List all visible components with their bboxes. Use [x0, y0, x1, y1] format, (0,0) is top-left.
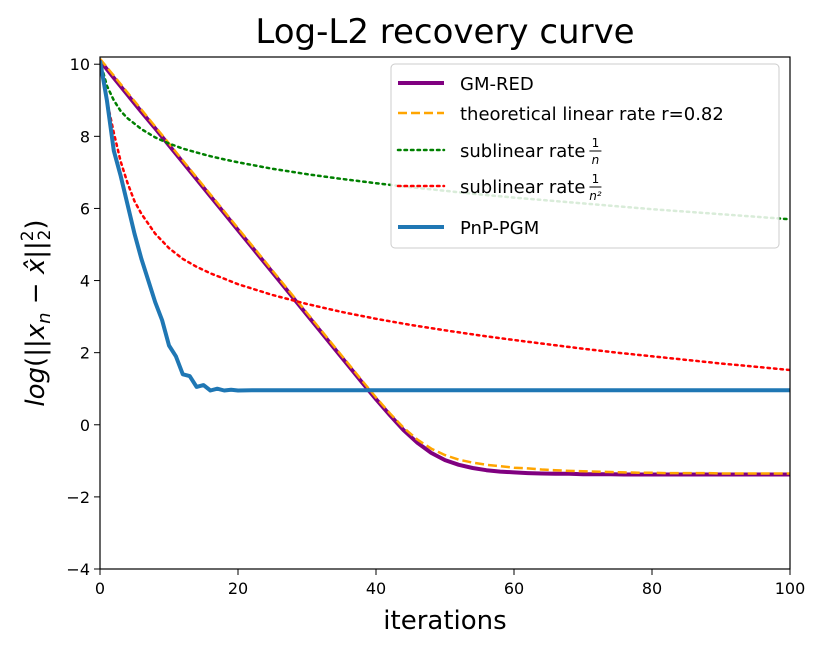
legend-label: PnP-PGM: [460, 218, 539, 239]
x-tick-label: 40: [366, 579, 386, 598]
chart-title: Log-L2 recovery curve: [255, 12, 634, 52]
y-tick-label: 8: [80, 127, 90, 146]
legend-fraction-numerator: 1: [592, 172, 600, 186]
x-tick-label: 0: [95, 579, 105, 598]
x-axis: 0 20 40 60 80 100: [95, 569, 805, 598]
series-line-sublinear-rate-1-n-2: [100, 59, 790, 372]
y-tick-label: −2: [66, 488, 90, 507]
x-tick-label: 100: [775, 579, 806, 598]
legend: GM-RED theoretical linear rate r=0.82 subl…: [390, 63, 780, 249]
y-axis-label: log(||xn − x̂||22): [18, 219, 55, 406]
x-axis-label: iterations: [383, 606, 506, 636]
y-tick-label: −4: [66, 560, 90, 579]
legend-label: sublinear rate: [460, 177, 585, 198]
legend-fraction-denominator: n: [592, 153, 600, 167]
legend-label: theoretical linear rate r=0.82: [460, 104, 724, 125]
y-tick-label: 2: [80, 344, 90, 363]
legend-label: sublinear rate: [460, 141, 585, 162]
plot-frame: [99, 56, 791, 570]
y-tick-label: 6: [80, 199, 90, 218]
x-tick-label: 80: [642, 579, 662, 598]
y-axis: −4 −2 0 2 4 6 8 10: [66, 55, 100, 579]
legend-fraction-denominator: n²: [589, 189, 602, 203]
legend-fraction-numerator: 1: [592, 136, 600, 150]
series-line-theoretical-linear-rate: [100, 58, 790, 475]
y-tick-label: 10: [70, 55, 90, 74]
legend-label: GM-RED: [460, 74, 534, 95]
y-tick-label: 4: [80, 272, 90, 291]
series-line-pnp-pgm: [100, 60, 790, 393]
y-tick-label: 0: [80, 416, 90, 435]
x-tick-label: 20: [228, 579, 248, 598]
x-tick-label: 60: [504, 579, 524, 598]
